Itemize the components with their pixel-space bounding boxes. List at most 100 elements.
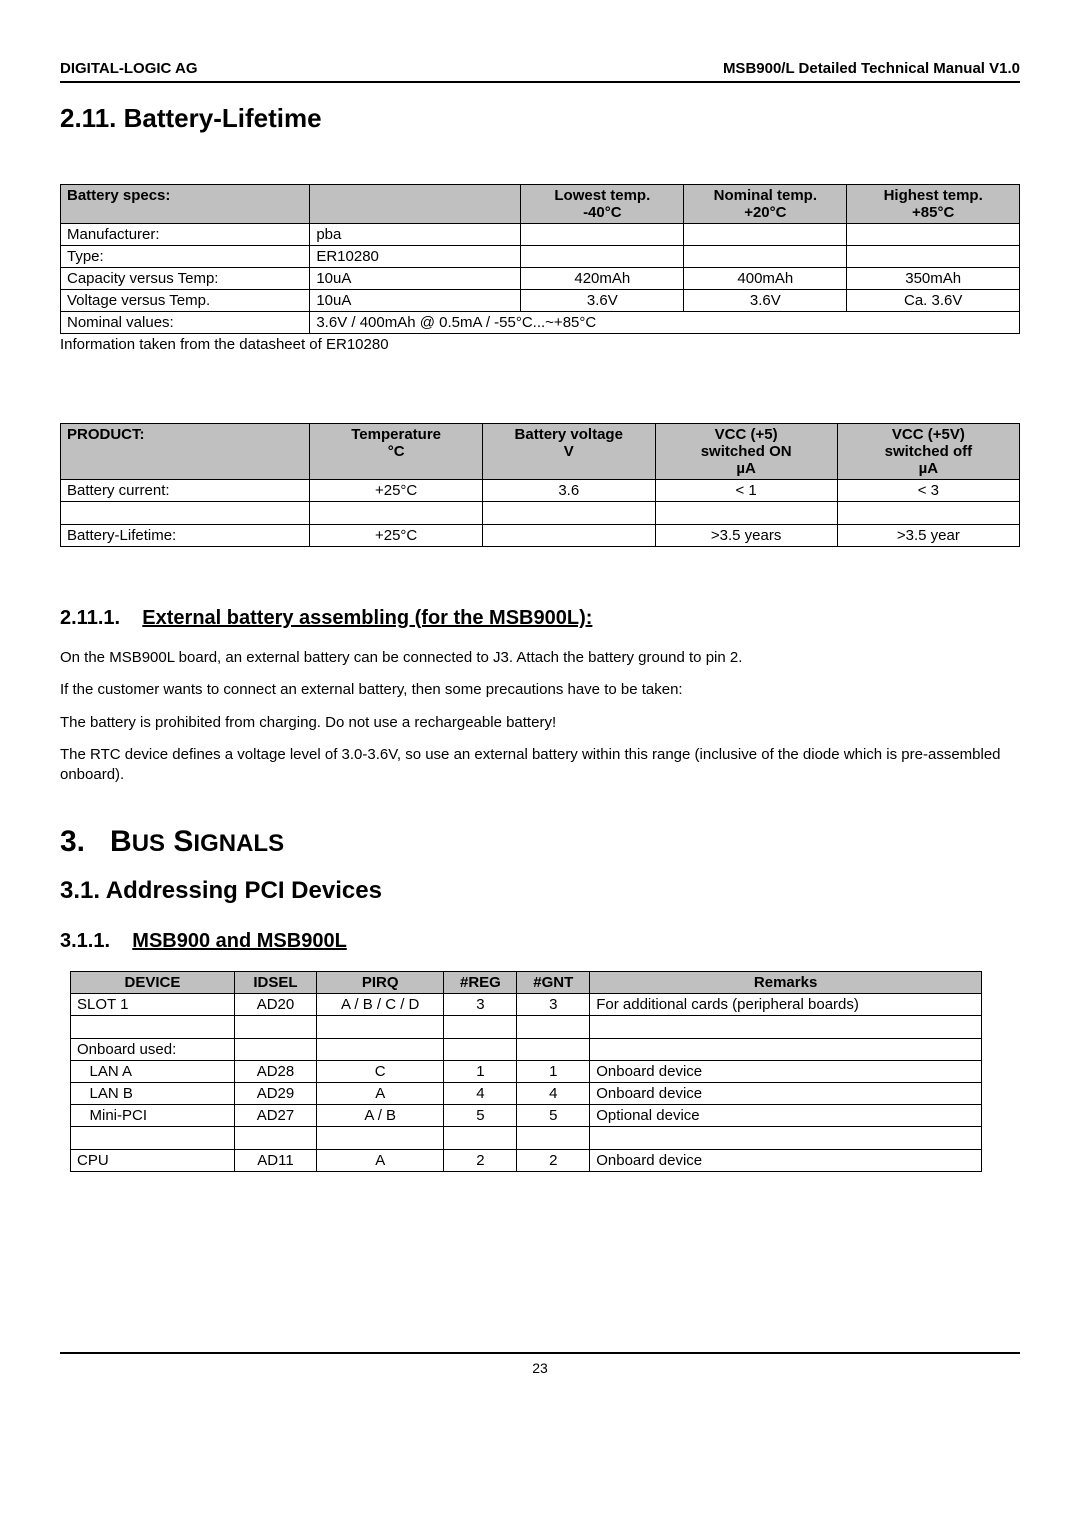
cell bbox=[521, 224, 684, 246]
cell bbox=[590, 1127, 982, 1150]
cell: pba bbox=[310, 224, 521, 246]
cell: 5 bbox=[444, 1105, 517, 1127]
th-remarks: Remarks bbox=[590, 972, 982, 994]
table-row-nominal: Nominal values: 3.6V / 400mAh @ 0.5mA / … bbox=[61, 312, 1020, 334]
table-row-empty bbox=[71, 1127, 982, 1150]
cell bbox=[847, 224, 1020, 246]
spacer bbox=[60, 1172, 1020, 1292]
cell bbox=[234, 1039, 316, 1061]
cell: AD20 bbox=[234, 994, 316, 1016]
th-nominal-temp: Nominal temp. +20°C bbox=[684, 185, 847, 224]
cell: 3 bbox=[517, 994, 590, 1016]
cell: Battery current: bbox=[61, 480, 310, 502]
table-row: CPU AD11 A 2 2 Onboard device bbox=[71, 1150, 982, 1172]
th-gnt: #GNT bbox=[517, 972, 590, 994]
th-blank bbox=[310, 185, 521, 224]
cell: Ca. 3.6V bbox=[847, 290, 1020, 312]
cell: Optional device bbox=[590, 1105, 982, 1127]
header-underline bbox=[60, 81, 1020, 83]
cell bbox=[316, 1127, 444, 1150]
cell: < 3 bbox=[837, 480, 1019, 502]
table-row: Capacity versus Temp: 10uA 420mAh 400mAh… bbox=[61, 268, 1020, 290]
cell: 3.6 bbox=[482, 480, 655, 502]
header-right: MSB900/L Detailed Technical Manual V1.0 bbox=[723, 60, 1020, 77]
cell: 3 bbox=[444, 994, 517, 1016]
table-row: Voltage versus Temp. 10uA 3.6V 3.6V Ca. … bbox=[61, 290, 1020, 312]
cell: 3.6V bbox=[521, 290, 684, 312]
th-device: DEVICE bbox=[71, 972, 235, 994]
cell: Onboard device bbox=[590, 1083, 982, 1105]
p1: On the MSB900L board, an external batter… bbox=[60, 648, 1020, 668]
cell: CPU bbox=[71, 1150, 235, 1172]
table-header-row: Battery specs: Lowest temp. -40°C Nomina… bbox=[61, 185, 1020, 224]
table-row: LAN A AD28 C 1 1 Onboard device bbox=[71, 1061, 982, 1083]
cell bbox=[655, 502, 837, 525]
cell bbox=[444, 1039, 517, 1061]
cell: ER10280 bbox=[310, 246, 521, 268]
section-num: 2.11.1. bbox=[60, 607, 120, 629]
table-header-row: PRODUCT: Temperature °C Battery voltage … bbox=[61, 424, 1020, 480]
cell: Manufacturer: bbox=[61, 224, 310, 246]
cell-nominal-value: 3.6V / 400mAh @ 0.5mA / -55°C...~+85°C bbox=[310, 312, 1020, 334]
cell: 3.6V bbox=[684, 290, 847, 312]
cell bbox=[71, 1016, 235, 1039]
table-header-row: DEVICE IDSEL PIRQ #REG #GNT Remarks bbox=[71, 972, 982, 994]
page-footer: 23 bbox=[60, 1352, 1020, 1376]
cell: 10uA bbox=[310, 290, 521, 312]
cell bbox=[517, 1039, 590, 1061]
table-row: Battery current: +25°C 3.6 < 1 < 3 bbox=[61, 480, 1020, 502]
section-3-1-1-heading: 3.1.1. MSB900 and MSB900L bbox=[60, 930, 1020, 953]
cell bbox=[444, 1016, 517, 1039]
cell: A / B / C / D bbox=[316, 994, 444, 1016]
cell bbox=[71, 1127, 235, 1150]
cell: Capacity versus Temp: bbox=[61, 268, 310, 290]
table-row: Battery-Lifetime: +25°C >3.5 years >3.5 … bbox=[61, 525, 1020, 547]
cell bbox=[234, 1127, 316, 1150]
cell bbox=[837, 502, 1019, 525]
th-battery-specs: Battery specs: bbox=[61, 185, 310, 224]
cell: A / B bbox=[316, 1105, 444, 1127]
cell bbox=[521, 246, 684, 268]
cell: +25°C bbox=[310, 525, 483, 547]
table-row: LAN B AD29 A 4 4 Onboard device bbox=[71, 1083, 982, 1105]
cell: AD28 bbox=[234, 1061, 316, 1083]
cell: 2 bbox=[517, 1150, 590, 1172]
p3: The battery is prohibited from charging.… bbox=[60, 713, 1020, 733]
th-lowest-temp: Lowest temp. -40°C bbox=[521, 185, 684, 224]
cell: 2 bbox=[444, 1150, 517, 1172]
spacer bbox=[60, 547, 1020, 582]
section-3-heading: 3. BUS SIGNALS bbox=[60, 825, 1020, 859]
spacer bbox=[60, 388, 1020, 423]
cell: 5 bbox=[517, 1105, 590, 1127]
cell: < 1 bbox=[655, 480, 837, 502]
section-title: MSB900 and MSB900L bbox=[132, 930, 347, 952]
th-temperature: Temperature °C bbox=[310, 424, 483, 480]
cell: Type: bbox=[61, 246, 310, 268]
header-left: DIGITAL-LOGIC AG bbox=[60, 60, 197, 77]
cell: 1 bbox=[517, 1061, 590, 1083]
th-idsel: IDSEL bbox=[234, 972, 316, 994]
section-2-11-1-heading: 2.11.1. External battery assembling (for… bbox=[60, 607, 1020, 630]
section-num: 3.1.1. bbox=[60, 930, 110, 952]
cell: 1 bbox=[444, 1061, 517, 1083]
th-vcc-on: VCC (+5) switched ON µA bbox=[655, 424, 837, 480]
cell: 4 bbox=[517, 1083, 590, 1105]
table-row: Mini-PCI AD27 A / B 5 5 Optional device bbox=[71, 1105, 982, 1127]
th-product: PRODUCT: bbox=[61, 424, 310, 480]
cell bbox=[444, 1127, 517, 1150]
cell bbox=[61, 502, 310, 525]
product-table: PRODUCT: Temperature °C Battery voltage … bbox=[60, 423, 1020, 547]
cell: +25°C bbox=[310, 480, 483, 502]
p2: If the customer wants to connect an exte… bbox=[60, 680, 1020, 700]
cell bbox=[590, 1039, 982, 1061]
cell: Mini-PCI bbox=[71, 1105, 235, 1127]
cell: LAN B bbox=[71, 1083, 235, 1105]
cell bbox=[847, 246, 1020, 268]
cell: SLOT 1 bbox=[71, 994, 235, 1016]
cell bbox=[316, 1016, 444, 1039]
chapter-title: BUS SIGNALS bbox=[110, 825, 284, 858]
chapter-num: 3. bbox=[60, 825, 85, 858]
table-row: Onboard used: bbox=[71, 1039, 982, 1061]
pci-device-table: DEVICE IDSEL PIRQ #REG #GNT Remarks SLOT… bbox=[70, 971, 982, 1172]
cell bbox=[684, 224, 847, 246]
